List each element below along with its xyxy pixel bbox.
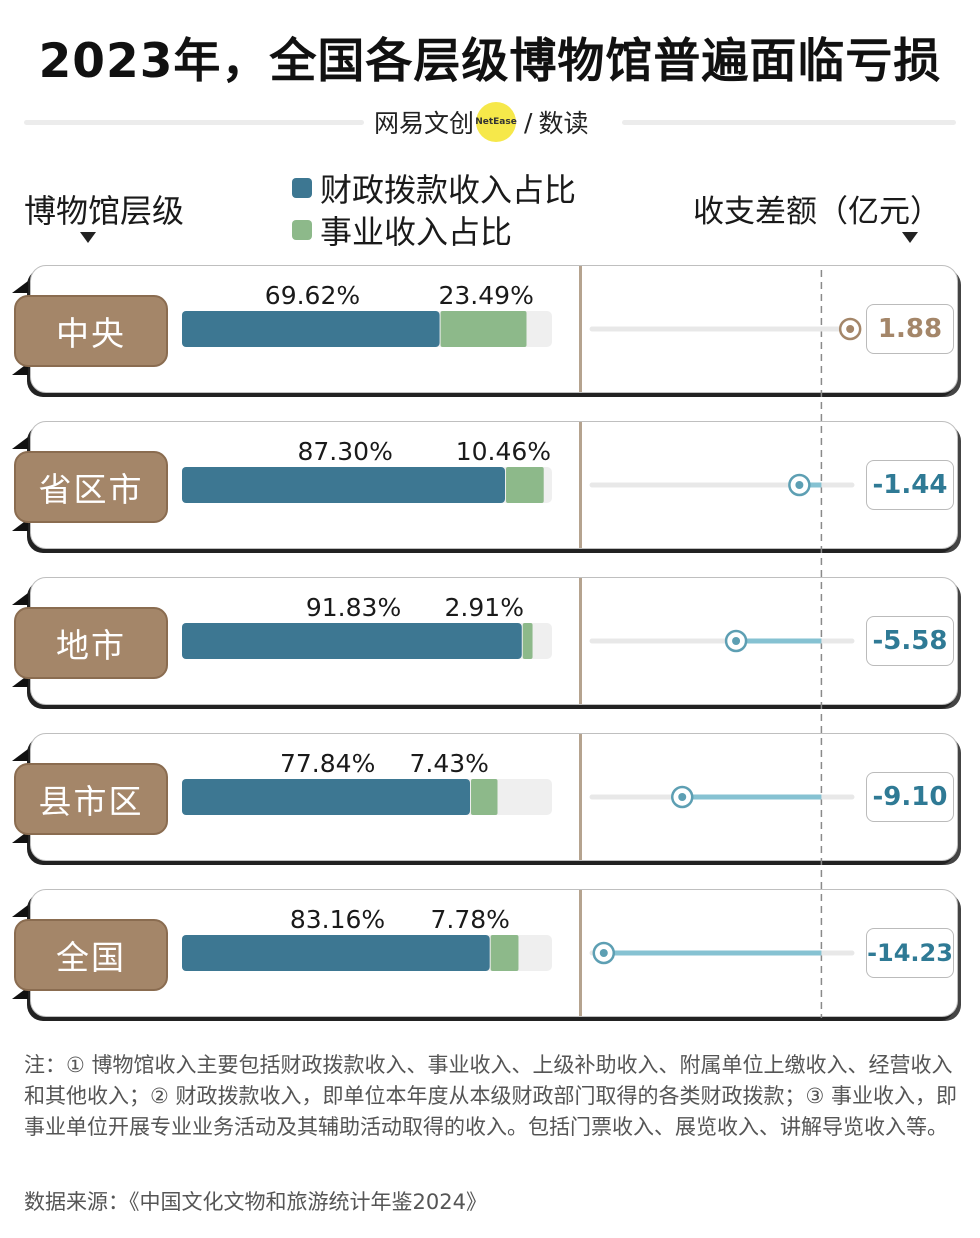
category-label: 全国 (14, 919, 168, 991)
balance-value-label: -1.44 (866, 460, 954, 510)
fiscal-pct-label: 91.83% (305, 593, 402, 622)
balance-value-label: 1.88 (866, 304, 954, 354)
bar-fiscal (182, 779, 471, 815)
legend-fiscal-label: 财政拨款收入占比 (320, 171, 577, 209)
business-pct-label: 7.78% (430, 905, 510, 934)
legend-business-label: 事业收入占比 (320, 213, 513, 251)
fiscal-pct-label: 87.30% (297, 437, 393, 466)
bar-fiscal (182, 467, 506, 503)
diff-arrow-icon (902, 232, 918, 243)
level-header: 博物馆层级 (24, 192, 185, 230)
bar-business (440, 311, 527, 347)
bar-business (506, 467, 544, 503)
fiscal-pct-label: 77.84% (280, 749, 376, 778)
brand-line-left (24, 120, 364, 125)
bar-business (471, 779, 498, 815)
balance-point-core (846, 325, 855, 333)
legend-fiscal: 财政拨款收入占比 (292, 165, 576, 211)
category-label: 县市区 (14, 763, 168, 835)
row-divider (579, 266, 582, 392)
tab-notch (12, 437, 28, 449)
business-pct-label: 7.43% (409, 749, 489, 778)
bar-fiscal (182, 623, 522, 659)
level-arrow-icon (80, 232, 96, 243)
page-title: 2023年，全国各层级博物馆普遍面临亏损 (38, 34, 942, 89)
diff-header: 收支差额（亿元） (693, 194, 941, 230)
fiscal-pct-label: 83.16% (289, 905, 386, 934)
bar-business (490, 935, 519, 971)
tab-notch (12, 905, 28, 917)
balance-value-label: -9.10 (866, 772, 954, 822)
category-label: 中央 (14, 295, 168, 367)
brand-line-right (622, 120, 956, 125)
category-label: 省区市 (14, 451, 168, 523)
data-source: 数据来源：《中国文化文物和旅游统计年鉴2024》 (24, 1190, 487, 1214)
footnote: 注：① 博物馆收入主要包括财政拨款收入、事业收入、上级补助收入、附属单位上缴收入… (24, 1053, 957, 1139)
bar-business (522, 623, 533, 659)
business-pct-label: 23.49% (438, 281, 534, 310)
tab-notch (12, 749, 28, 761)
tab-notch (12, 281, 28, 293)
balance-point-core (599, 949, 608, 957)
balance-point-core (678, 793, 687, 801)
row-divider (579, 422, 582, 548)
balance-value-label: -14.23 (866, 928, 954, 978)
brand-separator: / (524, 107, 533, 137)
row-divider (579, 890, 582, 1016)
row-card-4 (30, 889, 958, 1017)
brand-column: 数读 (538, 109, 589, 138)
brand-mark: 网易文创 NetEase / 数读 (374, 102, 589, 142)
balance-point-core (732, 637, 741, 645)
bar-fiscal (182, 935, 490, 971)
business-pct-label: 10.46% (455, 437, 552, 466)
brand-name: 网易文创 (374, 109, 475, 138)
legend-business: 事业收入占比 (292, 207, 512, 253)
fiscal-pct-label: 69.62% (264, 281, 361, 310)
balance-point-core (795, 481, 804, 489)
tab-notch (12, 593, 28, 605)
row-divider (579, 578, 582, 704)
business-pct-label: 2.91% (444, 593, 524, 622)
category-label: 地市 (14, 607, 168, 679)
brand-logo: NetEase (475, 102, 517, 142)
legend-fiscal-swatch (292, 178, 312, 198)
legend-business-swatch (292, 220, 312, 240)
balance-value-label: -5.58 (866, 616, 954, 666)
bar-fiscal (182, 311, 440, 347)
row-divider (579, 734, 582, 860)
